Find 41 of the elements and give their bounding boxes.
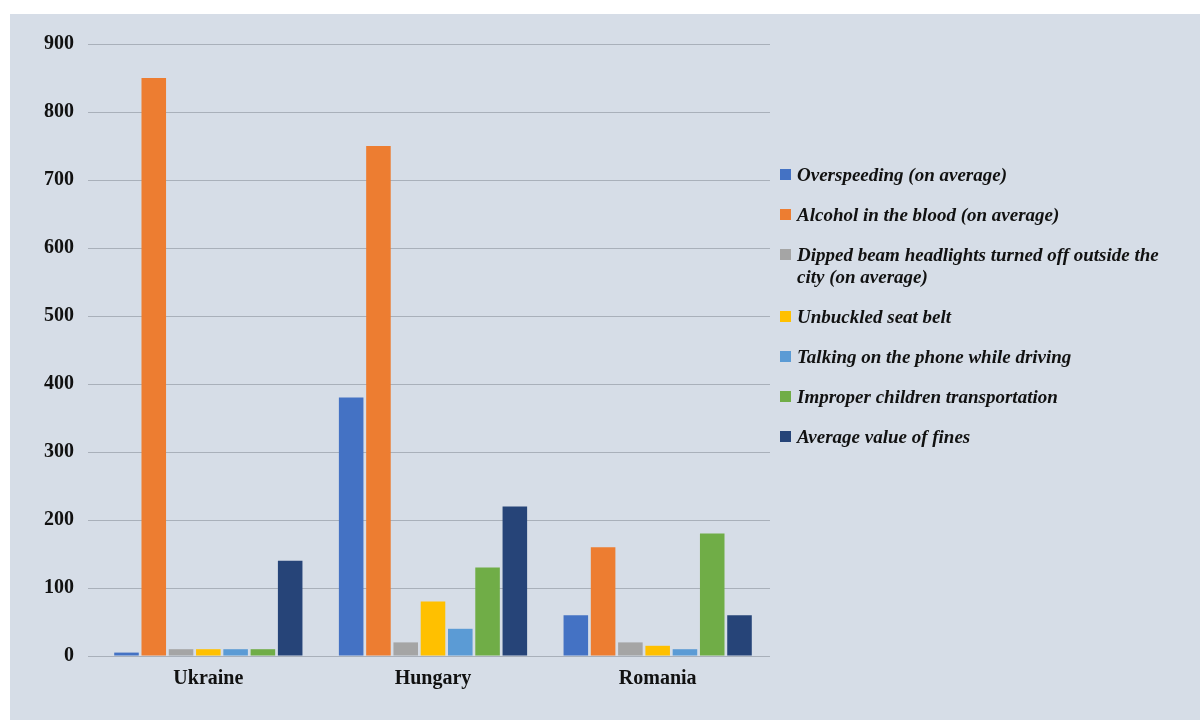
bar — [502, 506, 528, 656]
bar — [114, 652, 139, 656]
y-tick-label: 500 — [44, 303, 74, 326]
bar — [168, 649, 194, 656]
legend-label: Improper children transportation — [797, 386, 1058, 408]
y-tick-label: 600 — [44, 235, 74, 258]
bar — [563, 615, 589, 656]
x-tick-label: Ukraine — [173, 666, 244, 689]
bar — [618, 642, 643, 656]
bar — [196, 649, 221, 656]
bar — [338, 397, 364, 656]
bar — [223, 649, 248, 656]
bar — [727, 615, 752, 656]
x-tick-label: Hungary — [394, 666, 472, 690]
legend-label: Average value of fines — [797, 426, 971, 448]
bar — [672, 649, 698, 656]
legend-label: Talking on the phone while driving — [797, 346, 1072, 368]
y-tick-label: 0 — [64, 643, 74, 666]
y-tick-label: 200 — [44, 507, 74, 530]
y-tick-label: 400 — [44, 371, 74, 394]
bar — [475, 567, 500, 656]
y-tick-label: 700 — [44, 167, 74, 190]
bar — [590, 547, 616, 656]
x-tick-label: Romania — [618, 666, 697, 689]
y-tick-label: 100 — [44, 575, 74, 598]
legend-label: Alcohol in the blood (on average) — [797, 204, 1060, 226]
legend-label: Overspeeding (on average) — [797, 164, 1008, 186]
bar — [645, 645, 670, 656]
legend-label: Dipped beam headlights turned off outside the city (on average) — [797, 244, 1160, 288]
bar — [420, 601, 446, 656]
bar — [448, 628, 473, 656]
bar — [366, 146, 391, 656]
legend-label: Unbuckled seat belt — [797, 306, 952, 328]
bar — [699, 533, 725, 656]
y-tick-label: 300 — [44, 439, 74, 462]
y-tick-label: 800 — [44, 99, 74, 122]
bar — [393, 642, 418, 656]
bar — [250, 649, 276, 656]
bar — [277, 560, 303, 656]
y-tick-label: 900 — [44, 31, 74, 54]
bar — [141, 78, 167, 656]
